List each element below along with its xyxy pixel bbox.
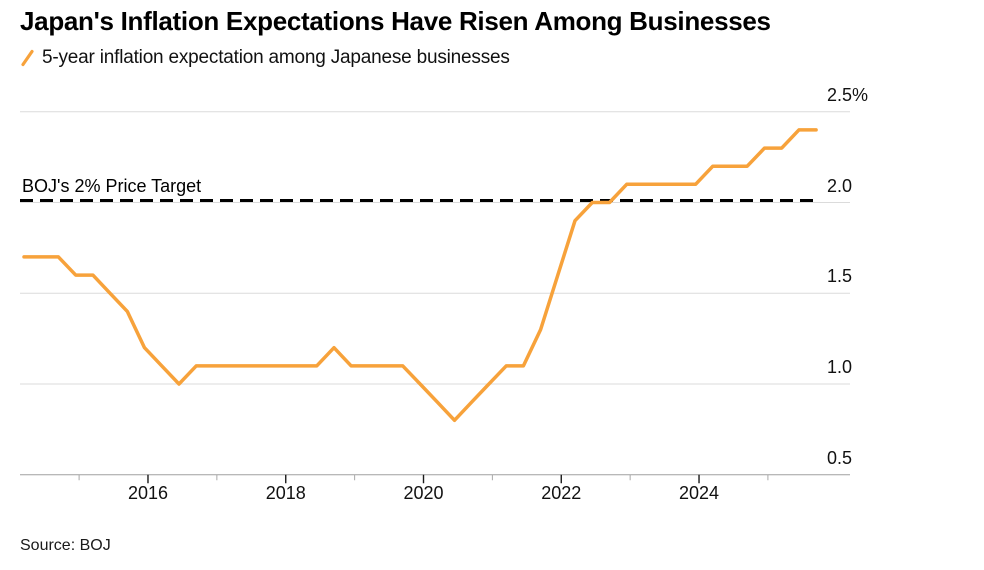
x-axis-label: 2020: [403, 483, 444, 503]
chart-title: Japan's Inflation Expectations Have Rise…: [20, 6, 771, 36]
y-axis-label: 1.0: [827, 357, 853, 377]
y-axis-label: 2.0: [827, 175, 853, 196]
x-axis-label: 2018: [265, 483, 306, 503]
series-line: [22, 128, 818, 423]
x-axis-label: 2016: [127, 483, 168, 503]
source-note: Source: BOJ: [20, 537, 111, 554]
legend-series-label: 5-year inflation expectation among Japan…: [42, 47, 510, 68]
target-annotation-label: BOJ's 2% Price Target: [22, 176, 202, 196]
y-axis-label: 1.5: [827, 266, 853, 287]
x-axis-label: 2022: [541, 483, 582, 503]
x-axis-label: 2024: [678, 483, 720, 503]
y-axis-label: 2.5%: [827, 84, 869, 105]
series-slash-icon: [21, 49, 34, 67]
y-axis-label: 0.5: [827, 447, 853, 468]
legend: 5-year inflation expectation among Japan…: [21, 48, 510, 68]
